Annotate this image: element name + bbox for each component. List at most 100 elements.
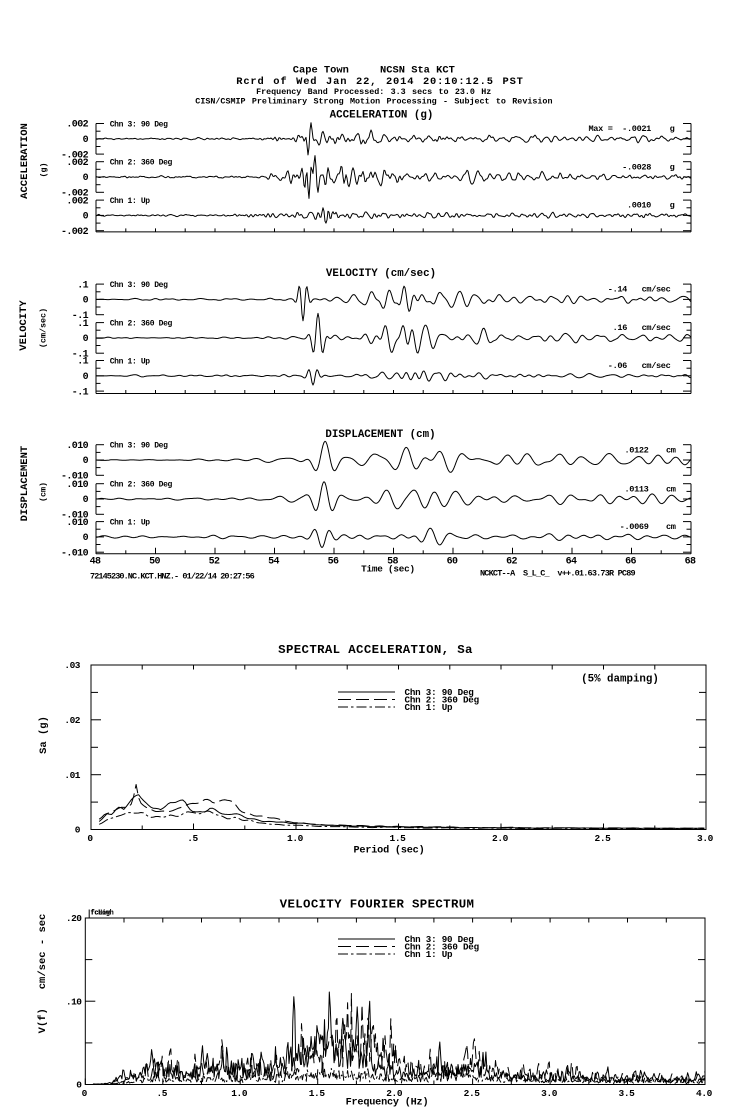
svg-text:.010: .010 [66,518,88,529]
svg-text:Chn 3: 90 Deg: Chn 3: 90 Deg [405,934,474,945]
svg-text:.5: .5 [187,833,198,844]
svg-text:g: g [670,162,675,172]
svg-text:VELOCITY (cm/sec): VELOCITY (cm/sec) [326,268,436,280]
svg-text:0: 0 [75,825,81,836]
svg-text:fcLow: fcLow [91,910,111,918]
svg-text:Chn 3: 90 Deg: Chn 3: 90 Deg [110,120,168,129]
svg-text:0: 0 [83,296,89,307]
svg-text:Frequency Band Processed: 3.3: Frequency Band Processed: 3.3 secs to 23… [256,87,491,97]
svg-text:.002: .002 [66,196,88,207]
svg-text:cm/sec: cm/sec [642,285,671,295]
svg-text:Chn 2: 360 Deg: Chn 2: 360 Deg [110,159,173,168]
svg-text:0: 0 [83,495,89,506]
svg-text:Cape Town NCSN Sta KCT: Cape Town NCSN Sta KCT [293,64,455,76]
svg-text:.03: .03 [64,660,80,671]
svg-text:-.14: -.14 [608,285,627,295]
svg-text:56: 56 [328,556,339,567]
svg-text:Chn 2: 360 Deg: Chn 2: 360 Deg [110,481,173,490]
svg-text:2.0: 2.0 [386,1088,403,1099]
svg-text:.002: .002 [66,158,88,169]
svg-text:3.0: 3.0 [541,1088,558,1099]
svg-text:-.010: -.010 [61,548,89,559]
svg-text:(5% damping): (5% damping) [581,674,659,686]
svg-text:g: g [670,124,675,134]
svg-text:0: 0 [82,1088,88,1099]
svg-text:Chn 1: Up: Chn 1: Up [110,518,151,527]
svg-text:DISPLACEMENT (cm): DISPLACEMENT (cm) [325,429,435,441]
svg-text:.010: .010 [66,480,88,491]
svg-text:(cm/sec): (cm/sec) [39,308,49,348]
svg-text:54: 54 [268,556,279,567]
svg-text:.010: .010 [66,441,88,452]
svg-text:66: 66 [625,556,636,567]
svg-text:1.5: 1.5 [390,833,407,844]
svg-text:-.010: -.010 [61,511,89,522]
svg-text:Chn 1: Up: Chn 1: Up [405,702,454,713]
svg-text:ACCELERATION (g): ACCELERATION (g) [330,110,434,122]
svg-text:Chn 2: 360 Deg: Chn 2: 360 Deg [110,319,173,328]
svg-text:0: 0 [83,334,89,345]
svg-text:2.5: 2.5 [464,1088,481,1099]
svg-text:0: 0 [76,1080,82,1091]
svg-text:.1: .1 [77,319,88,330]
svg-text:Period (sec): Period (sec) [354,845,425,857]
svg-text:-.010: -.010 [61,472,89,483]
svg-text:-.002: -.002 [61,150,89,161]
svg-text:Chn 2: 360 Deg: Chn 2: 360 Deg [405,941,479,952]
svg-text:Chn 3: 90 Deg: Chn 3: 90 Deg [110,442,168,451]
svg-text:.16: .16 [613,323,628,333]
svg-text:.0010: .0010 [627,201,651,211]
svg-text:(g): (g) [39,162,49,177]
svg-text:1.5: 1.5 [309,1088,326,1099]
svg-text:fcHigh: fcHigh [91,910,114,918]
svg-text:.01: .01 [64,770,80,781]
svg-text:Max = -.0021: Max = -.0021 [589,124,652,134]
svg-text:-.1: -.1 [72,349,89,360]
svg-text:Chn 1: Up: Chn 1: Up [110,197,151,206]
svg-text:(cm): (cm) [39,482,49,502]
svg-text:SPECTRAL ACCELERATION, Sa: SPECTRAL ACCELERATION, Sa [278,643,473,657]
svg-text:Chn 1: Up: Chn 1: Up [110,357,151,366]
svg-text:0: 0 [83,212,89,223]
svg-text:Time (sec): Time (sec) [361,564,415,575]
svg-text:2.0: 2.0 [492,833,509,844]
svg-text:64: 64 [566,556,577,567]
svg-text:0: 0 [83,135,89,146]
svg-text:V(f) cm/sec - sec: V(f) cm/sec - sec [37,914,49,1034]
svg-text:.02: .02 [64,715,80,726]
svg-text:-.1: -.1 [72,311,89,322]
svg-text:0: 0 [87,833,93,844]
svg-text:-.1: -.1 [72,387,89,398]
svg-text:Sa (g): Sa (g) [38,716,50,754]
svg-text:.1: .1 [77,280,88,291]
svg-text:CISN/CSMIP Preliminary Strong: CISN/CSMIP Preliminary Strong Motion Pro… [195,97,552,107]
svg-text:.20: .20 [66,913,82,924]
svg-text:Chn 1: Up: Chn 1: Up [405,949,454,960]
svg-text:VELOCITY FOURIER SPECTRUM: VELOCITY FOURIER SPECTRUM [280,898,475,912]
svg-text:-.0028: -.0028 [622,162,651,172]
svg-text:Chn 3: 90 Deg: Chn 3: 90 Deg [110,281,168,290]
svg-text:1.0: 1.0 [231,1088,248,1099]
svg-text:58: 58 [387,556,398,567]
svg-text:ACCELERATION: ACCELERATION [19,123,31,199]
svg-text:0: 0 [83,372,89,383]
svg-text:-.002: -.002 [61,189,89,200]
svg-text:g: g [670,201,675,211]
svg-text:0: 0 [83,533,89,544]
svg-text:.0113: .0113 [624,484,648,494]
svg-text:cm/sec: cm/sec [642,361,671,371]
svg-text:.5: .5 [156,1088,167,1099]
svg-text:Chn 2: 360 Deg: Chn 2: 360 Deg [405,694,479,705]
svg-text:Frequency (Hz): Frequency (Hz) [346,1097,429,1109]
svg-text:DISPLACEMENT: DISPLACEMENT [19,446,31,522]
svg-text:cm: cm [666,484,676,494]
svg-text:.1: .1 [77,357,88,368]
svg-text:68: 68 [685,556,696,567]
svg-text:62: 62 [506,556,517,567]
svg-text:Rcrd of Wed Jan 22, 2014 20:10: Rcrd of Wed Jan 22, 2014 20:10:12.5 PST [236,76,524,88]
svg-text:0: 0 [83,456,89,467]
svg-text:Chn 3: 90 Deg: Chn 3: 90 Deg [405,687,474,698]
svg-text:4.0: 4.0 [696,1088,713,1099]
svg-text:72145230.NC.KCT.HNZ.- 01/22/14: 72145230.NC.KCT.HNZ.- 01/22/14 20:27:56 [90,572,255,582]
svg-text:0: 0 [83,173,89,184]
